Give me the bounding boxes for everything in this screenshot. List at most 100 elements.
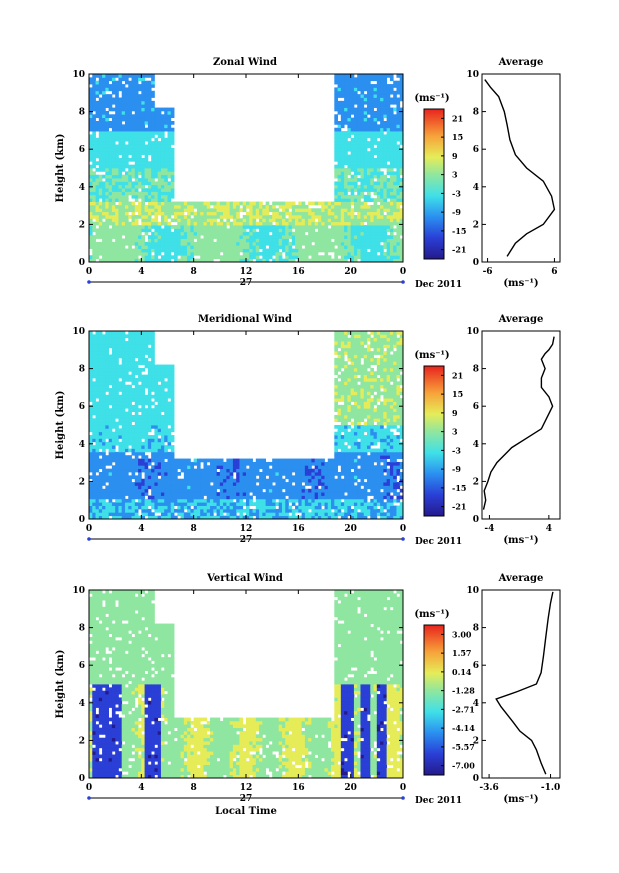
heatmap-cell xyxy=(353,94,358,98)
heatmap-cell xyxy=(157,151,162,155)
heatmap-cell xyxy=(206,218,211,223)
heatmap-cell xyxy=(147,161,152,166)
panel-title: Zonal Wind xyxy=(213,57,277,68)
heatmap-cell xyxy=(147,255,152,260)
heatmap-cell xyxy=(380,204,384,209)
heatmap-cell xyxy=(121,215,126,219)
heatmap-cell xyxy=(138,104,142,108)
heatmap-cell xyxy=(275,215,280,219)
heatmap-cell xyxy=(128,367,132,372)
heatmap-cell xyxy=(396,124,401,129)
heatmap-cell xyxy=(111,475,116,480)
heatmap-cell xyxy=(360,80,365,85)
heatmap-cell xyxy=(367,211,371,216)
heatmap-cell xyxy=(334,201,338,206)
heatmap-cell xyxy=(160,208,165,213)
heatmap-cell xyxy=(157,482,162,486)
heatmap-cell xyxy=(115,398,119,402)
heatmap-cell xyxy=(89,94,93,98)
heatmap-cell xyxy=(121,147,126,152)
heatmap-cell xyxy=(219,508,224,513)
heatmap-cell xyxy=(363,171,368,176)
heatmap-cell xyxy=(154,441,159,446)
heatmap-cell xyxy=(340,124,345,129)
heatmap-cell xyxy=(141,337,146,342)
heatmap-cell xyxy=(246,502,250,506)
heatmap-cell xyxy=(167,241,172,246)
heatmap-cell xyxy=(399,231,404,236)
heatmap-cell xyxy=(370,251,374,256)
heatmap-cell xyxy=(344,151,348,155)
heatmap-cell xyxy=(314,221,319,226)
heatmap-cell xyxy=(121,77,126,82)
heatmap-cell xyxy=(128,221,132,226)
heatmap-cell xyxy=(340,241,345,246)
heatmap-cell xyxy=(118,238,123,243)
heatmap-cell xyxy=(141,131,146,135)
heatmap-cell xyxy=(111,154,116,159)
heatmap-cell xyxy=(115,455,119,459)
heatmap-cell xyxy=(252,461,257,466)
heatmap-cell xyxy=(157,472,162,476)
heatmap-cell xyxy=(242,241,247,246)
heatmap-cell xyxy=(157,498,162,503)
heatmap-cell xyxy=(246,238,250,243)
heatmap-cell xyxy=(151,482,155,486)
heatmap-cell xyxy=(98,388,103,392)
heatmap-cell xyxy=(89,168,93,172)
heatmap-cell xyxy=(115,255,119,260)
heatmap-cell xyxy=(118,80,123,85)
heatmap-cell xyxy=(167,198,172,202)
heatmap-cell xyxy=(147,171,152,176)
heatmap-cell xyxy=(124,238,129,243)
heatmap-cell xyxy=(124,374,129,379)
heatmap-cell xyxy=(102,241,106,246)
heatmap-cell xyxy=(131,94,136,98)
heatmap-cell xyxy=(213,211,217,216)
heatmap-cell xyxy=(108,84,113,88)
heatmap-cell xyxy=(350,251,355,256)
heatmap-cell xyxy=(321,228,325,233)
heatmap-cell xyxy=(350,94,355,98)
heatmap-cell xyxy=(89,191,93,196)
heatmap-cell xyxy=(131,127,136,132)
heatmap-cell xyxy=(167,208,172,213)
heatmap-cell xyxy=(108,168,113,172)
heatmap-cell xyxy=(311,251,316,256)
heatmap-cell xyxy=(340,107,345,112)
heatmap-cell xyxy=(275,211,280,216)
heatmap-cell xyxy=(89,378,93,382)
heatmap-cell xyxy=(144,478,149,483)
heatmap-cell xyxy=(160,478,165,483)
heatmap-cell xyxy=(360,241,365,246)
heatmap-cell xyxy=(246,231,250,236)
heatmap-cell xyxy=(190,235,195,239)
heatmap-cell xyxy=(239,461,244,466)
heatmap-cell xyxy=(98,505,103,510)
heatmap-cell xyxy=(337,127,342,132)
heatmap-cell xyxy=(370,104,374,108)
heatmap-cell xyxy=(98,418,103,423)
heatmap-cell xyxy=(98,251,103,256)
heatmap-cell xyxy=(170,204,175,209)
heatmap-cell xyxy=(170,418,175,423)
heatmap-cell xyxy=(259,231,263,236)
heatmap-cell xyxy=(115,492,119,496)
heatmap-cell xyxy=(124,361,129,365)
heatmap-cell xyxy=(177,498,181,503)
heatmap-cell xyxy=(393,147,397,152)
heatmap-cell xyxy=(187,211,191,216)
heatmap-cell xyxy=(105,124,110,129)
heatmap-cell xyxy=(134,231,139,236)
heatmap-cell xyxy=(111,492,116,496)
heatmap-cell xyxy=(108,482,113,486)
heatmap-cell xyxy=(98,411,103,416)
heatmap-cell xyxy=(134,168,139,172)
heatmap-cell xyxy=(380,94,384,98)
heatmap-cell xyxy=(396,215,401,219)
heatmap-cell xyxy=(164,408,168,412)
heatmap-cell xyxy=(144,331,149,335)
heatmap-cell xyxy=(268,218,273,223)
heatmap-cell xyxy=(151,445,155,449)
heatmap-cell xyxy=(399,124,404,129)
